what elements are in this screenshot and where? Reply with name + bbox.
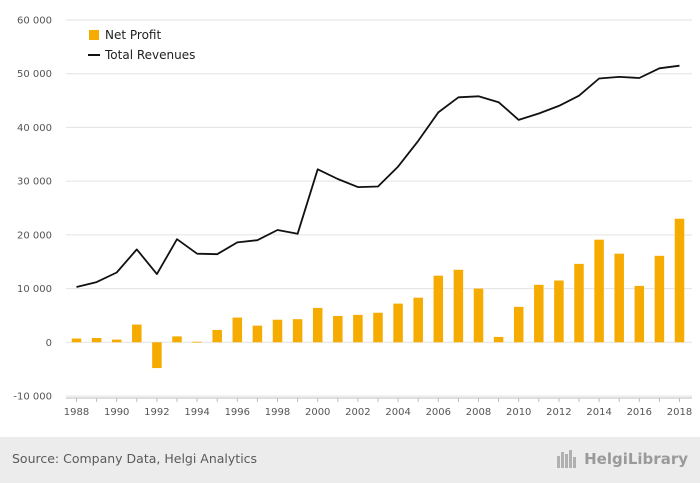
x-tick-label: 1992	[144, 407, 169, 418]
net-profit-bar	[192, 341, 202, 343]
y-tick-label: 40 000	[17, 123, 52, 134]
x-tick-label: 2006	[426, 407, 451, 418]
y-tick-label: 20 000	[17, 230, 52, 241]
net-profit-bar	[534, 284, 544, 343]
source-note: Source: Company Data, Helgi Analytics	[12, 451, 258, 466]
total-revenues-line	[76, 64, 680, 288]
y-tick-label: -10 000	[13, 392, 52, 403]
net-profit-bar	[252, 325, 263, 343]
x-tick-label: 1994	[184, 407, 209, 418]
x-tick-label: 2012	[546, 407, 571, 418]
x-tick-label: 2010	[506, 407, 531, 418]
net-profit-bar	[232, 317, 243, 343]
net-profit-bar	[393, 303, 403, 343]
net-profit-bar	[111, 339, 122, 343]
legend-label-total-revenues: Total Revenues	[104, 48, 195, 62]
net-profit-bar	[292, 319, 303, 343]
net-profit-bar	[212, 329, 222, 343]
y-tick-label: 60 000	[17, 16, 52, 27]
y-tick-label: 30 000	[17, 177, 52, 188]
net-profit-bar	[614, 253, 624, 343]
net-profit-bar	[654, 255, 665, 343]
x-axis: 1988 1990 1992 1994 1996 1998 2000 2002 2004 2006…	[64, 397, 692, 418]
x-tick-label: 2004	[385, 407, 410, 418]
net-profit-bar	[594, 239, 604, 343]
net-profit-bar	[272, 319, 283, 343]
x-tick-label: 2000	[305, 407, 330, 418]
legend-swatch-net-profit	[89, 30, 99, 40]
net-profit-bar	[353, 314, 363, 343]
legend-label-net-profit: Net Profit	[105, 28, 161, 42]
x-tick-label: 2018	[667, 407, 692, 418]
gridlines	[66, 19, 692, 397]
net-profit-bar	[312, 307, 323, 343]
chart: -10 000 0 10 000 20 000 30 000 40 000 50 000 60…	[13, 16, 692, 419]
x-tick-label: 2002	[345, 407, 370, 418]
x-tick-label: 1988	[64, 407, 89, 418]
net-profit-bar	[674, 218, 685, 343]
helgi-library-logo[interactable]: HelgiLibrary	[556, 447, 688, 471]
net-profit-bar	[493, 336, 504, 343]
net-profit-bar	[634, 285, 645, 343]
net-profit-bar	[373, 312, 383, 343]
total-revenues-line-group	[76, 64, 680, 288]
net-profit-bar	[453, 269, 464, 343]
x-tick-label: 1998	[265, 407, 290, 418]
net-profit-bar	[473, 288, 484, 343]
net-profit-bar	[152, 342, 162, 369]
net-profit-bar	[433, 275, 444, 343]
x-tick-label: 2016	[627, 407, 652, 418]
y-tick-label: 0	[46, 338, 52, 349]
x-tick-label: 2014	[586, 407, 611, 418]
net-profit-bar	[132, 324, 142, 343]
net-profit-bar	[413, 297, 423, 343]
net-profit-bars	[71, 218, 685, 369]
net-profit-bar	[172, 336, 182, 343]
x-tick-label: 2008	[466, 407, 491, 418]
net-profit-bar	[71, 338, 82, 343]
helgi-library-icon	[557, 450, 577, 468]
y-axis-ticks: -10 000 0 10 000 20 000 30 000 40 000 50 000 60…	[13, 16, 52, 403]
legend: Net Profit Total Revenues	[88, 28, 195, 62]
net-profit-bar	[333, 315, 343, 343]
net-profit-bar	[554, 280, 564, 343]
net-profit-bar	[574, 263, 584, 343]
x-tick-label: 1996	[225, 407, 250, 418]
net-profit-bar	[91, 337, 102, 343]
footer: Source: Company Data, Helgi Analytics He…	[0, 437, 700, 483]
y-tick-label: 10 000	[17, 284, 52, 295]
logo-text: HelgiLibrary	[584, 450, 688, 468]
y-tick-label: 50 000	[17, 69, 52, 80]
x-tick-label: 1990	[104, 407, 129, 418]
net-profit-bar	[513, 306, 524, 343]
